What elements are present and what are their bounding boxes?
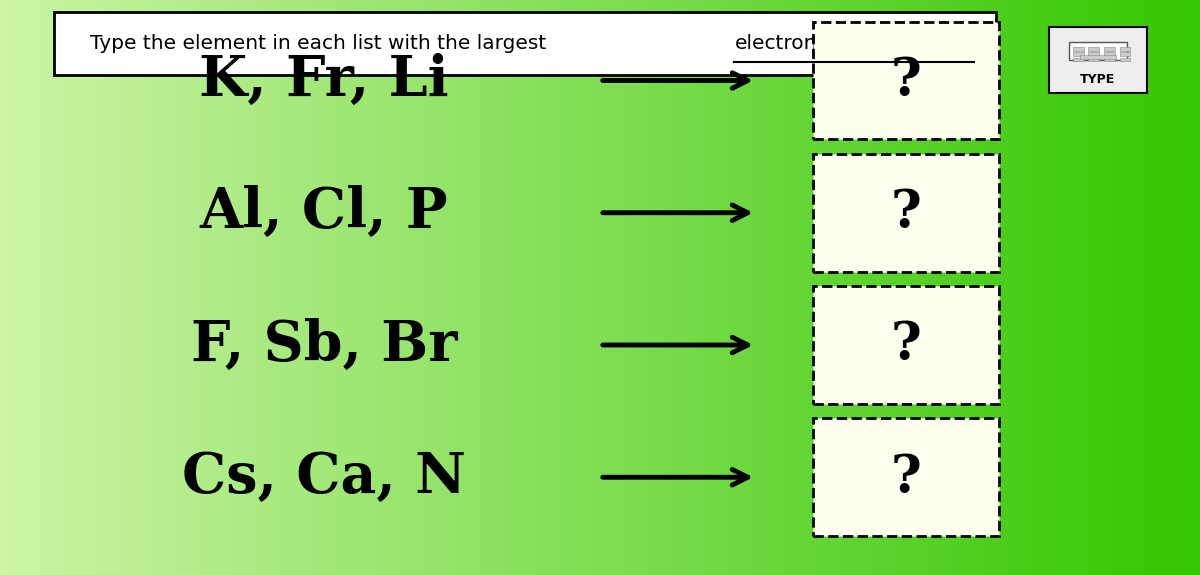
Text: Type the element in each list with the largest: Type the element in each list with the l… (90, 33, 553, 53)
Text: ?: ? (890, 55, 922, 106)
Bar (1088, 52, 1099, 56)
Bar (1104, 47, 1115, 51)
Text: F, Sb, Br: F, Sb, Br (191, 317, 457, 373)
Text: Cs, Ca, N: Cs, Ca, N (182, 450, 466, 505)
Bar (1069, 42, 1127, 60)
FancyBboxPatch shape (814, 286, 998, 404)
Bar (1073, 52, 1084, 56)
FancyBboxPatch shape (814, 419, 998, 536)
Bar (1080, 55, 1116, 59)
Text: ?: ? (890, 452, 922, 503)
Text: Al, Cl, P: Al, Cl, P (199, 185, 449, 240)
Text: TYPE: TYPE (1080, 74, 1116, 86)
Bar (1104, 58, 1115, 61)
Bar (1120, 52, 1130, 56)
Bar (1120, 58, 1130, 61)
FancyBboxPatch shape (814, 154, 998, 272)
Text: ?: ? (890, 320, 922, 370)
Bar (1088, 47, 1099, 51)
Text: electronegativity:: electronegativity: (734, 33, 911, 53)
FancyBboxPatch shape (814, 21, 998, 139)
FancyBboxPatch shape (1049, 27, 1147, 93)
Bar (1104, 52, 1115, 56)
Text: ?: ? (890, 187, 922, 238)
FancyBboxPatch shape (54, 12, 996, 75)
Bar (1073, 47, 1084, 51)
Bar (1088, 58, 1099, 61)
Bar (1073, 58, 1084, 61)
Text: K, Fr, Li: K, Fr, Li (199, 53, 449, 108)
Bar (1120, 47, 1130, 51)
